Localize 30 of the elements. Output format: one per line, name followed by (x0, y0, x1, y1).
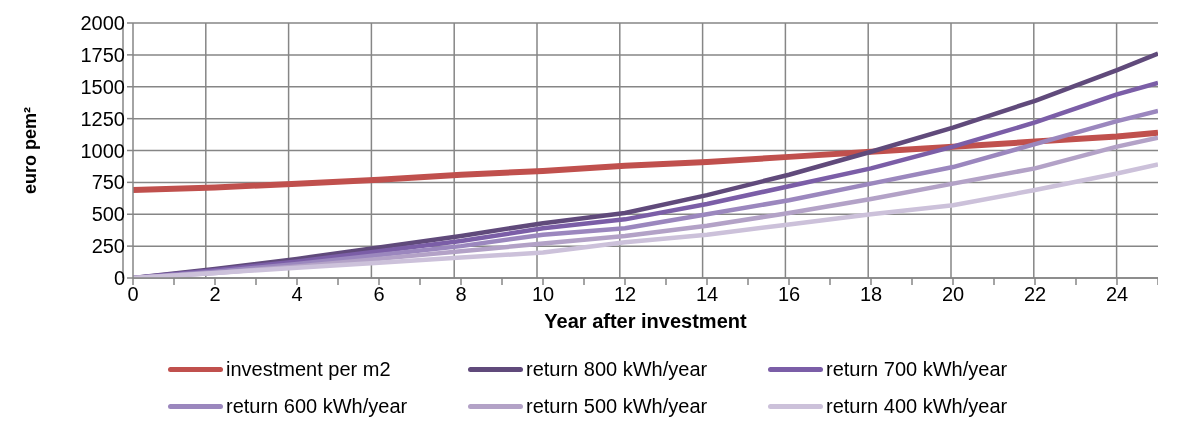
x-tick-label: 6 (373, 283, 385, 306)
y-tick-label: 1250 (80, 107, 125, 130)
y-tick-label: 750 (91, 171, 125, 194)
legend-label: return 800 kWh/year (525, 358, 709, 381)
legend-label: return 700 kWh/year (825, 358, 1009, 381)
x-tick-label: 22 (1023, 283, 1047, 306)
y-axis-title: euro pem² (20, 106, 40, 195)
x-tick-label: 2 (209, 283, 221, 306)
y-tick-label: 1500 (80, 75, 125, 98)
x-tick-label: 16 (777, 283, 801, 306)
x-tick-label: 12 (613, 283, 637, 306)
x-tick-label: 4 (291, 283, 303, 306)
legend-label: investment per m2 (225, 358, 392, 381)
y-tick-label: 1750 (80, 43, 125, 66)
y-tick-label: 250 (91, 235, 125, 258)
legend-label: return 500 kWh/year (525, 395, 709, 418)
x-tick-label: 8 (455, 283, 467, 306)
x-tick-label: 0 (127, 283, 139, 306)
x-axis-title: Year after investment (544, 310, 747, 332)
y-tick-label: 0 (113, 267, 125, 290)
y-tick-label: 2000 (80, 12, 125, 35)
y-tick-label: 1000 (80, 139, 125, 162)
legend-label: return 600 kWh/year (225, 395, 409, 418)
x-tick-label: 24 (1105, 283, 1129, 306)
x-tick-label: 18 (859, 283, 883, 306)
x-tick-label: 10 (531, 283, 555, 306)
x-tick-label: 20 (941, 283, 965, 306)
legend-label: return 400 kWh/year (825, 395, 1009, 418)
x-tick-label: 14 (695, 283, 719, 306)
y-tick-label: 500 (91, 203, 125, 226)
